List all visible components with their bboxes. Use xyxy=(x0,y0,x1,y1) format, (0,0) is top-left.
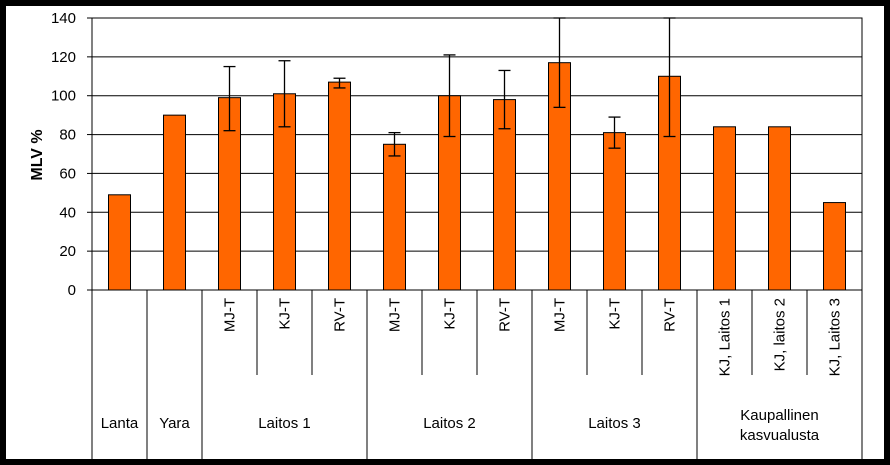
category-group-label: Laitos 1 xyxy=(258,415,311,432)
bar xyxy=(823,202,846,291)
y-tick-label: 140 xyxy=(51,10,76,27)
y-tick-label: 120 xyxy=(51,49,76,66)
y-tick-label: 100 xyxy=(51,88,76,105)
category-sub-label: MJ-T xyxy=(222,298,239,332)
category-sub-label: KJ, Laitos 3 xyxy=(827,298,844,376)
category-group-label: kasvualusta xyxy=(740,427,820,444)
category-sub-label: KJ-T xyxy=(607,298,624,330)
category-group-label: Lanta xyxy=(101,415,139,432)
category-sub-label: KJ, laitos 2 xyxy=(772,298,789,371)
category-sub-label: KJ, Laitos 1 xyxy=(717,298,734,376)
category-sub-label: KJ-T xyxy=(277,298,294,330)
bar xyxy=(108,194,131,291)
bar xyxy=(163,114,186,291)
bar xyxy=(768,126,791,291)
category-sub-label: MJ-T xyxy=(552,298,569,332)
category-group-label: Kaupallinen xyxy=(740,407,818,424)
category-group-label: Laitos 2 xyxy=(423,415,476,432)
y-tick-label: 0 xyxy=(68,282,76,299)
bar xyxy=(328,81,351,291)
y-tick-label: 20 xyxy=(59,243,76,260)
y-tick-label: 80 xyxy=(59,127,76,144)
category-sub-label: RV-T xyxy=(332,298,349,332)
y-tick-label: 40 xyxy=(59,204,76,221)
bar xyxy=(603,132,626,291)
y-axis-label: MLV % xyxy=(29,129,46,180)
category-sub-label: KJ-T xyxy=(442,298,459,330)
plot-area xyxy=(91,17,863,291)
bar xyxy=(713,126,736,291)
category-sub-label: MJ-T xyxy=(387,298,404,332)
category-group-label: Laitos 3 xyxy=(588,415,641,432)
category-sub-label: RV-T xyxy=(662,298,679,332)
category-group-label: Yara xyxy=(159,415,190,432)
category-sub-label: RV-T xyxy=(497,298,514,332)
bar xyxy=(383,143,406,291)
y-tick-label: 60 xyxy=(59,165,76,182)
